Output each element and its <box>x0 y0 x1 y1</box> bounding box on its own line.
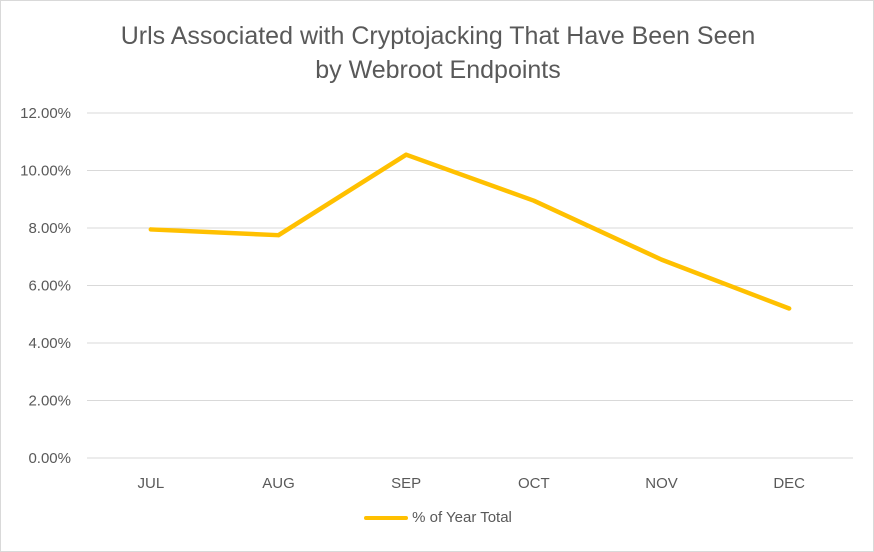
x-axis-tick-labels: JUL AUG SEP OCT NOV DEC <box>137 475 805 492</box>
y-tick-label: 8.00% <box>28 220 71 237</box>
x-tick-label: SEP <box>391 475 421 492</box>
legend-label: % of Year Total <box>412 509 512 526</box>
chart-title: Urls Associated with Cryptojacking That … <box>1 19 874 87</box>
y-tick-label: 12.00% <box>20 105 71 122</box>
series-layer <box>148 152 792 311</box>
y-tick-label: 4.00% <box>28 335 71 352</box>
series-line <box>148 152 792 311</box>
x-tick-label: DEC <box>773 475 805 492</box>
x-tick-label: OCT <box>518 475 550 492</box>
chart-title-line-2: by Webroot Endpoints <box>315 56 561 84</box>
gridlines <box>87 112 853 459</box>
x-tick-label: NOV <box>645 475 678 492</box>
y-tick-label: 0.00% <box>28 450 71 467</box>
x-tick-label: AUG <box>262 475 295 492</box>
y-axis-tick-labels: 0.00% 2.00% 4.00% 6.00% 8.00% 10.00% 12.00% <box>20 105 71 467</box>
legend: % of Year Total <box>1 509 874 526</box>
x-tick-label: JUL <box>137 475 164 492</box>
y-tick-label: 2.00% <box>28 393 71 410</box>
legend-swatch-line <box>364 515 409 520</box>
y-tick-label: 6.00% <box>28 278 71 295</box>
y-tick-label: 10.00% <box>20 163 71 180</box>
chart-title-line-1: Urls Associated with Cryptojacking That … <box>120 22 756 50</box>
